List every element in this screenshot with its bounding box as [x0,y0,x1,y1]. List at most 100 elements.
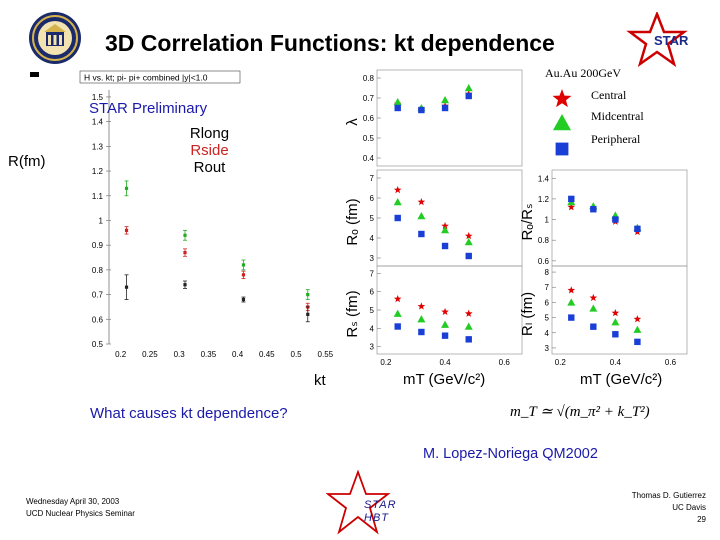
y-tick-label: 1 [99,216,104,225]
data-point-central [567,286,576,294]
left-plot-ylabel: R(fm) [8,153,46,170]
legend-triangle-marker [553,114,571,131]
footer-right: Thomas D. Gutierrez UC Davis 29 [632,490,706,526]
data-point-rlong [124,186,129,190]
y-tick-label: 5 [370,214,375,223]
x-tick-label: 0.5 [291,350,303,359]
star-hbt-logo: STAR HBT [326,470,396,535]
y-tick-label: 0.6 [363,114,375,123]
x-tick-label: 0.45 [259,350,275,359]
data-point-midcentral [567,298,576,306]
x-tick-label: 0.2 [115,350,127,359]
data-point-peripheral [634,225,641,233]
y-tick-label: 0.7 [92,291,104,300]
legend-central-label: Central [591,88,627,102]
data-point-midcentral [464,84,473,92]
data-point-midcentral [611,318,620,326]
y-tick-label: 5 [370,306,375,315]
data-point-rside [241,273,246,277]
data-point-peripheral [418,230,425,238]
right-plot-xlabel-right: mT (GeV/c²) [580,371,662,388]
y-tick-label: 4 [370,324,375,333]
x-tick-label: 0.6 [665,358,677,367]
data-point-central [611,309,620,317]
data-point-central [441,307,449,316]
x-tick-label: 0.2 [555,358,567,367]
university-seal-logo [29,12,81,64]
data-point-rout [241,297,246,302]
data-point-rout [183,283,187,287]
data-point-rlong [306,292,310,297]
data-point-midcentral [633,325,642,333]
data-point-peripheral [418,328,425,336]
y-tick-label: 1.4 [92,118,104,127]
data-point-peripheral [568,314,575,321]
data-point-midcentral [417,315,426,323]
panel-ylabel-rl: Rₗ (fm) [519,292,536,336]
data-point-peripheral [394,214,401,222]
data-point-midcentral [589,304,598,312]
y-tick-label: 0.8 [92,266,104,275]
formula-text: m_T ≃ √(m_π² + k_T²) [510,404,650,420]
y-tick-label: 3 [370,343,375,352]
x-tick-label: 0.35 [201,350,217,359]
data-point-central [589,293,598,302]
data-point-central [464,309,473,317]
slide-title: 3D Correlation Functions: kt dependence [105,30,555,56]
y-tick-label: 3 [545,344,550,353]
left-plot-header: H vs. kt; pi- pi+ combined |y|<1.0 [84,73,208,83]
series-label-rlong: Rlong [189,125,230,142]
left-plot-xlabel: kt [314,372,326,389]
x-tick-label: 0.4 [232,350,244,359]
x-tick-label: 0.6 [499,358,511,367]
panel-frame-rs [376,265,523,355]
data-point-peripheral [590,323,597,330]
panel-frame-lambda [376,69,523,167]
footer-presenter: Thomas D. Gutierrez [631,491,706,500]
data-point-peripheral [465,336,472,343]
y-tick-label: 4 [545,329,550,338]
y-tick-label: 0.4 [363,154,375,163]
data-point-peripheral [441,332,449,339]
right-plot-xlabel-left: mT (GeV/c²) [403,371,485,388]
y-tick-label: 3 [370,254,375,263]
y-tick-label: 0.6 [538,257,550,266]
data-point-midcentral [464,322,473,330]
data-point-central [393,186,402,194]
y-tick-label: 0.8 [538,236,550,245]
y-tick-label: 0.6 [92,315,104,324]
y-tick-label: 1.1 [92,192,104,201]
star-logo-text: STAR [654,33,688,48]
footer-left: Wednesday April 30, 2003 UCD Nuclear Phy… [26,496,135,520]
data-point-peripheral [441,242,449,250]
data-point-peripheral [418,106,425,114]
panel-ylabel-ro: Rₒ (fm) [345,198,361,245]
y-tick-label: 0.7 [363,94,375,103]
data-point-central [464,232,473,240]
footer-institution: UC Davis [672,503,706,512]
data-point-peripheral [612,331,619,338]
legend-midcentral-label: Midcentral [591,109,644,123]
question-text: What causes kt dependence? [90,405,288,422]
data-point-midcentral [441,96,450,104]
y-tick-label: 1 [545,216,550,225]
data-point-midcentral [393,98,402,106]
y-tick-label: 0.5 [363,134,375,143]
data-point-central [417,302,426,310]
data-point-peripheral [634,338,641,346]
footer-date: Wednesday April 30, 2003 [26,497,120,506]
data-point-central [393,295,402,303]
y-tick-label: 0.8 [363,74,375,83]
data-point-peripheral [441,104,449,112]
data-point-rlong [241,263,246,267]
data-point-rside [124,228,129,232]
y-tick-label: 1.5 [92,93,104,102]
data-point-peripheral [590,206,597,213]
x-tick-label: 0.25 [142,350,158,359]
x-tick-label: 0.4 [439,358,451,367]
data-point-midcentral [393,309,402,317]
y-tick-label: 1.3 [92,142,104,151]
data-point-central [417,198,426,206]
data-point-peripheral [394,104,401,112]
data-point-rside [183,250,187,255]
